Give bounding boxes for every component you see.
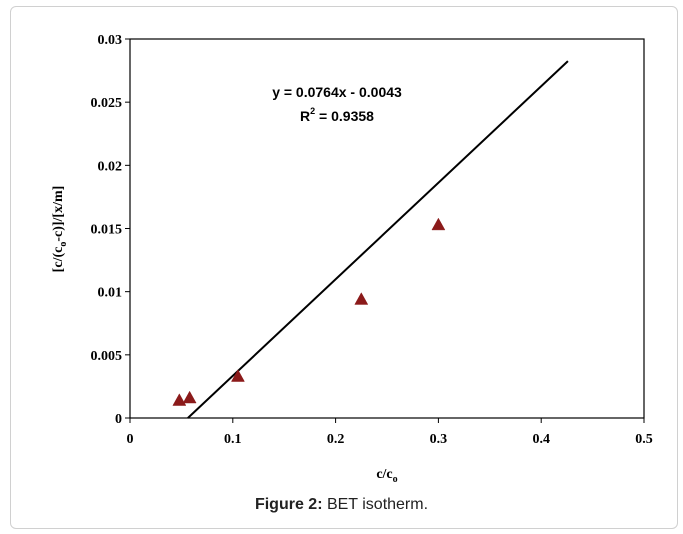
x-tick-label: 0.2 (327, 432, 345, 447)
x-tick-label: 0.1 (224, 432, 242, 447)
data-point-triangle (354, 292, 369, 305)
y-axis: 0 0.005 0.01 0.015 0.02 0.025 0.03 (91, 33, 130, 427)
x-tick-label: 0.4 (532, 432, 550, 447)
x-tick-label: 0 (127, 432, 134, 447)
data-point-triangle (431, 217, 446, 231)
figure-frame (10, 6, 678, 529)
caption-label: Figure 2: (254, 496, 323, 513)
y-axis-label-part2: -c)]/[x/m] (51, 186, 66, 242)
data-points (172, 217, 446, 406)
data-point-triangle (231, 369, 245, 382)
x-tick-label: 0.3 (430, 432, 448, 447)
y-axis-label-sub: o (58, 242, 69, 247)
caption-text: BET isotherm. (322, 496, 429, 513)
x-axis-label-base: c/c (376, 467, 392, 482)
y-tick-label: 0.01 (98, 286, 123, 301)
x-axis: 0 0.1 0.2 0.3 0.4 0.5 (127, 418, 653, 447)
y-axis-label: [c/(co-c)]/[x/m] (51, 186, 69, 273)
r-squared-sup: 2 (310, 106, 315, 116)
x-axis-label: c/co (376, 467, 397, 485)
r-squared-base: R (300, 108, 310, 124)
trendline-group (187, 60, 569, 419)
y-tick-label: 0.02 (98, 159, 123, 174)
data-point-triangle (182, 390, 197, 404)
y-tick-label: 0 (115, 412, 122, 427)
trendline (187, 60, 569, 419)
figure-caption: Figure 2: BET isotherm. (0, 496, 683, 514)
y-tick-label: 0.03 (98, 33, 123, 48)
r-squared-value: = 0.9358 (315, 108, 374, 124)
x-axis-label-sub: o (393, 474, 398, 485)
r-squared-label: R2 = 0.9358 (300, 106, 374, 124)
equation-label: y = 0.0764x - 0.0043 (272, 84, 402, 100)
data-point-triangle (172, 393, 187, 406)
x-tick-label: 0.5 (635, 432, 653, 447)
y-tick-label: 0.025 (91, 96, 123, 111)
y-axis-label-part1: [c/(c (51, 247, 66, 273)
y-tick-label: 0.005 (91, 349, 123, 364)
y-tick-label: 0.015 (91, 223, 123, 238)
